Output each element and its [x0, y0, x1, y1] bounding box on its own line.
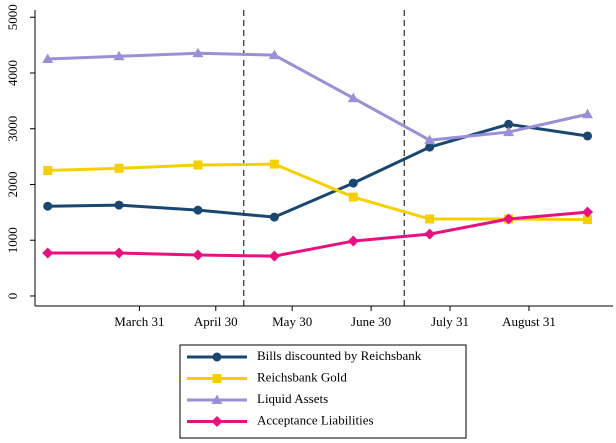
marker	[193, 205, 203, 215]
series-line	[47, 210, 588, 258]
marker	[583, 215, 593, 225]
marker	[212, 374, 222, 383]
marker	[211, 416, 223, 427]
x-tick-label: April 30	[194, 314, 238, 329]
y-tick-label: 2000	[5, 171, 20, 197]
series-line	[47, 122, 588, 219]
legend-label: Acceptance Liabilities	[257, 412, 374, 427]
marker	[503, 213, 515, 225]
marker	[504, 119, 514, 129]
marker	[347, 235, 359, 247]
x-tick-label: March 31	[114, 314, 164, 329]
marker	[503, 126, 515, 137]
legend-label: Bills discounted by Reichsbank	[257, 348, 422, 363]
marker	[114, 200, 124, 210]
x-tick-label: June 30	[351, 314, 391, 329]
series-line	[47, 162, 588, 222]
marker	[113, 50, 125, 61]
y-tick-label: 5000	[5, 4, 20, 30]
x-tick-label: July 31	[431, 314, 469, 329]
marker	[583, 131, 593, 141]
marker	[425, 214, 435, 224]
marker	[425, 142, 435, 152]
marker	[43, 166, 53, 176]
legend-label: Reichsbank Gold	[257, 369, 347, 384]
marker	[348, 178, 358, 188]
marker	[269, 212, 279, 222]
marker	[114, 163, 124, 173]
marker	[582, 108, 594, 119]
y-tick-label: 3000	[5, 116, 20, 142]
marker	[42, 53, 54, 64]
marker	[582, 206, 594, 218]
legend-label: Liquid Assets	[257, 391, 328, 406]
marker	[424, 228, 436, 240]
marker	[268, 49, 280, 60]
marker	[43, 201, 53, 211]
marker	[192, 249, 204, 261]
marker	[348, 192, 358, 202]
y-tick-label: 0	[5, 293, 20, 300]
marker	[211, 394, 223, 404]
marker	[113, 247, 125, 259]
x-tick-label: May 30	[272, 314, 312, 329]
y-tick-label: 4000	[5, 60, 20, 86]
series-line	[47, 51, 588, 142]
marker	[192, 47, 204, 58]
marker	[212, 352, 222, 362]
marker	[347, 92, 359, 103]
x-tick-label: August 31	[502, 314, 556, 329]
marker	[268, 250, 280, 262]
marker	[42, 247, 54, 259]
marker	[269, 159, 279, 169]
marker	[424, 134, 436, 145]
y-tick-label: 1000	[5, 227, 20, 253]
marker	[193, 160, 203, 170]
